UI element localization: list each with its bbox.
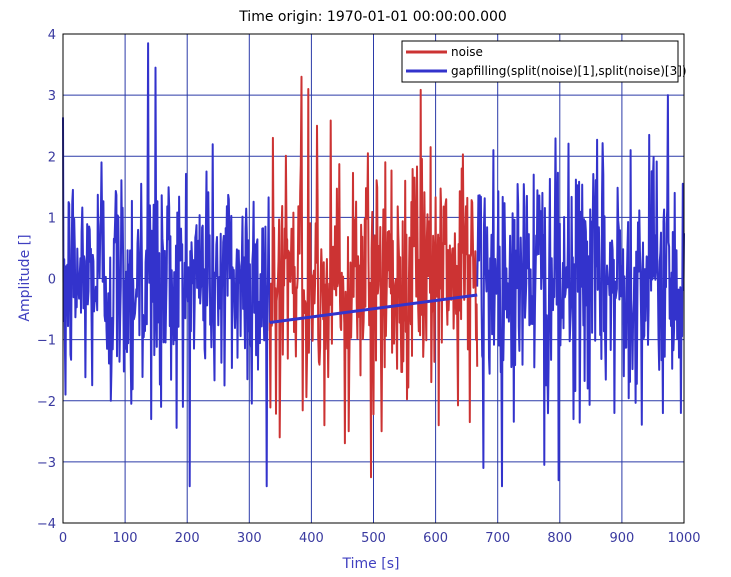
y-tick-label: 4 <box>48 28 56 43</box>
x-axis-label: Time [s] <box>342 556 400 572</box>
series-layer <box>62 42 685 488</box>
y-axis-label: Amplitude [] <box>17 234 33 321</box>
series-gapfilling-segment-2 <box>476 94 685 488</box>
legend: noise gapfilling(split(noise)[1],split(n… <box>401 40 687 83</box>
y-tick-label: 3 <box>48 89 56 104</box>
gap-fill-line <box>269 293 478 324</box>
x-tick-label: 900 <box>609 531 634 546</box>
chart-title: Time origin: 1970-01-01 00:00:00.000 <box>238 9 507 25</box>
x-tick-label: 1000 <box>667 531 700 546</box>
y-tick-label: 2 <box>48 150 56 165</box>
legend-label-noise: noise <box>451 45 483 59</box>
y-tick-label: −2 <box>37 395 56 410</box>
x-tick-label: 100 <box>113 531 138 546</box>
x-tick-label: 500 <box>361 531 386 546</box>
plot-frame <box>62 33 685 524</box>
series-noise <box>268 75 479 479</box>
x-tick-label: 400 <box>299 531 324 546</box>
legend-label-gapfilling: gapfilling(split(noise)[1],split(noise)[… <box>451 64 687 78</box>
ticks: 0 100 200 300 400 500 600 700 800 900 1000 −4 −3 −2 −1… <box>37 28 701 546</box>
x-tick-label: 700 <box>485 531 510 546</box>
x-tick-label: 800 <box>547 531 572 546</box>
series-gapfilling-segment-1 <box>62 42 271 488</box>
y-tick-label: −4 <box>37 517 56 532</box>
y-tick-label: −1 <box>37 334 56 349</box>
y-tick-label: 1 <box>48 211 56 226</box>
x-tick-label: 600 <box>423 531 448 546</box>
x-tick-label: 300 <box>237 531 262 546</box>
legend-box <box>401 40 679 83</box>
x-tick-label: 0 <box>59 531 67 546</box>
x-tick-label: 200 <box>175 531 200 546</box>
y-tick-label: −3 <box>37 456 56 471</box>
y-tick-label: 0 <box>48 273 56 288</box>
